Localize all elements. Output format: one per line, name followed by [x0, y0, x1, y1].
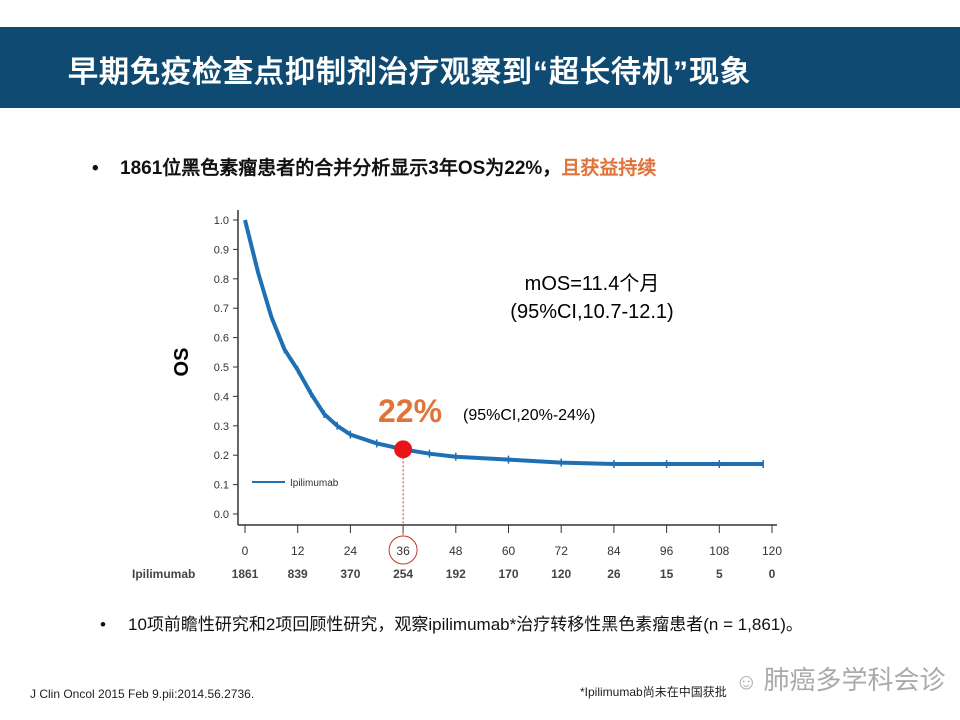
footnote: *Ipilimumab尚未在中国获批	[580, 685, 727, 699]
risk-count: 0	[769, 567, 776, 581]
x-tick-label: 84	[607, 544, 621, 558]
bullet-text: 10项前瞻性研究和2项回顾性研究，观察ipilimumab*治疗转移性黑色素瘤患…	[128, 615, 803, 634]
risk-count: 170	[498, 567, 518, 581]
y-tick-label: 0.5	[214, 362, 229, 374]
highlight-ci: (95%CI,20%-24%)	[463, 407, 596, 424]
x-tick-label: 48	[449, 544, 463, 558]
survival-curve	[243, 219, 764, 466]
x-tick-label: 108	[709, 544, 729, 558]
y-tick-label: 1.0	[214, 215, 229, 227]
y-tick-label: 0.6	[214, 333, 229, 345]
wechat-icon: ☺	[735, 669, 758, 694]
x-tick-label: 60	[502, 544, 516, 558]
mos-annotation: mOS=11.4个月	[525, 272, 660, 295]
y-tick-label: 0.3	[214, 421, 229, 433]
highlight-value: 22%	[378, 393, 442, 429]
y-tick-label: 0.4	[214, 391, 229, 403]
bullet-studies: • 10项前瞻性研究和2项回顾性研究，观察ipilimumab*治疗转移性黑色素瘤…	[100, 615, 803, 634]
x-tick-label: 120	[762, 544, 782, 558]
risk-count: 5	[716, 567, 723, 581]
risk-count: 15	[660, 567, 674, 581]
y-tick-label: 0.1	[214, 480, 229, 492]
y-tick-label: 0.0	[214, 509, 229, 521]
watermark: ☺ 肺癌多学科会诊	[735, 665, 946, 695]
risk-count: 254	[393, 567, 413, 581]
y-tick-label: 0.2	[214, 450, 229, 462]
y-tick-label: 0.9	[214, 244, 229, 256]
bullet-summary: • 1861位黑色素瘤患者的合并分析显示3年OS为22%，且获益持续	[92, 158, 657, 179]
risk-count: 26	[607, 567, 621, 581]
risk-table-label: Ipilimumab	[132, 567, 195, 581]
y-axis-label: OS	[171, 348, 193, 377]
risk-count: 192	[446, 567, 466, 581]
mos-ci: (95%CI,10.7-12.1)	[510, 301, 673, 323]
x-tick-label: 12	[291, 544, 305, 558]
title-bar: 早期免疫检查点抑制剂治疗观察到“超长待机”现象	[0, 27, 960, 108]
risk-count: 370	[340, 567, 360, 581]
reference: J Clin Oncol 2015 Feb 9.pii:2014.56.2736…	[30, 687, 255, 701]
x-tick-label: 0	[242, 544, 249, 558]
x-tick-label: 72	[555, 544, 569, 558]
risk-count: 120	[551, 567, 571, 581]
bullet-text: 1861位黑色素瘤患者的合并分析显示3年OS为22%，	[120, 158, 562, 179]
x-tick-label: 96	[660, 544, 674, 558]
highlight-tick-circle	[388, 535, 418, 565]
y-tick-label: 0.8	[214, 274, 229, 286]
slide-title: 早期免疫检查点抑制剂治疗观察到“超长待机”现象	[68, 56, 751, 89]
bullet-highlight: 且获益持续	[561, 158, 657, 179]
x-tick-label: 36	[396, 544, 410, 558]
legend-label: Ipilimumab	[290, 478, 339, 489]
highlight-point	[394, 440, 413, 459]
risk-count: 839	[288, 567, 308, 581]
risk-count: 1861	[232, 567, 259, 581]
x-tick-label: 24	[344, 544, 358, 558]
y-tick-label: 0.7	[214, 303, 229, 315]
